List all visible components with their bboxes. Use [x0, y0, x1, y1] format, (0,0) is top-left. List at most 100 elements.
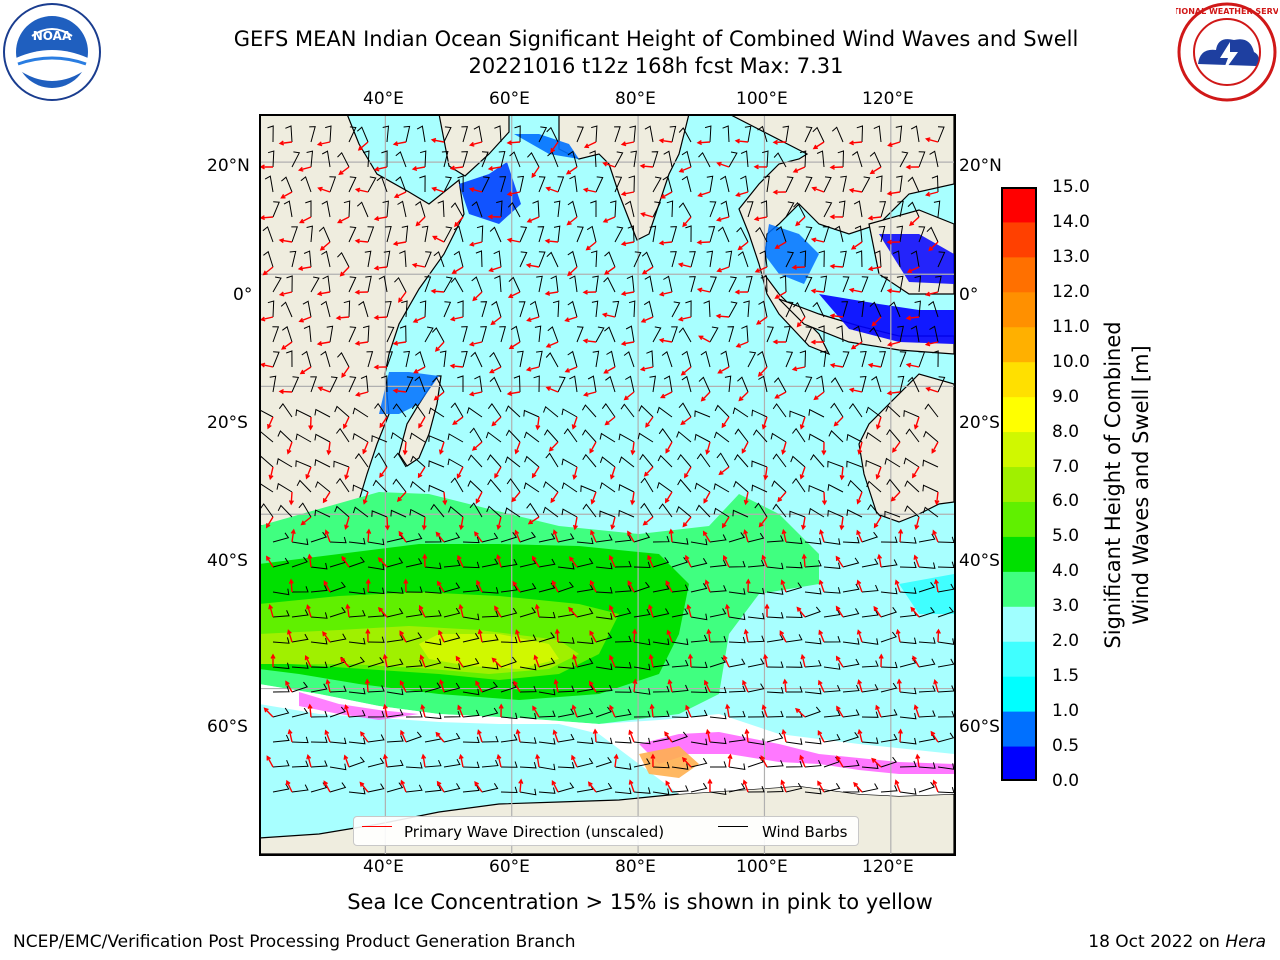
wave-direction-arrow	[800, 653, 806, 668]
wave-direction-arrow	[373, 315, 388, 321]
wave-direction-arrow	[853, 781, 863, 793]
wind-barb	[546, 126, 559, 143]
wave-direction-arrow	[354, 187, 369, 193]
wind-barb	[462, 688, 480, 696]
wave-direction-arrow	[677, 262, 692, 268]
wave-direction-arrow	[894, 579, 901, 593]
wind-barb	[450, 477, 464, 493]
wave-direction-arrow	[422, 553, 428, 568]
wind-barb	[567, 250, 578, 268]
wind-barb	[419, 300, 427, 318]
wind-barb	[424, 562, 442, 570]
wind-barb	[937, 786, 954, 794]
wave-direction-arrow	[745, 578, 751, 593]
wind-barb	[751, 409, 768, 418]
wind-barb	[576, 757, 594, 768]
wave-direction-arrow	[298, 316, 312, 323]
wave-direction-arrow	[856, 529, 863, 543]
wind-barb	[857, 300, 865, 318]
colorbar-segment	[1001, 501, 1037, 537]
wave-direction-arrow	[518, 778, 524, 793]
wave-direction-arrow	[454, 216, 464, 228]
wind-barb	[443, 607, 461, 618]
wind-barb	[348, 226, 357, 243]
wind-barb	[295, 409, 312, 418]
wave-direction-arrow	[829, 362, 844, 368]
wind-barb	[424, 638, 442, 646]
wind-barb	[709, 276, 717, 293]
wind-barb	[354, 453, 369, 468]
wave-direction-arrow	[323, 780, 331, 793]
wind-barb	[272, 637, 290, 644]
wind-barb	[424, 712, 442, 720]
wave-direction-arrow	[678, 166, 692, 173]
wind-barb	[671, 538, 689, 545]
wave-direction-arrow	[316, 141, 331, 147]
wind-barb	[772, 403, 787, 418]
wave-direction-arrow	[340, 657, 350, 668]
wind-barb	[690, 757, 708, 768]
wind-barb	[876, 175, 883, 193]
wind-barb	[804, 737, 822, 745]
wind-barb	[865, 406, 882, 418]
wind-barb	[677, 453, 692, 468]
wind-barb	[820, 275, 828, 293]
wind-barb	[393, 452, 407, 468]
wind-barb	[371, 510, 388, 518]
wind-barb	[766, 588, 784, 595]
wind-barb	[591, 300, 599, 318]
wave-direction-arrow	[718, 466, 730, 476]
wind-barb	[507, 202, 521, 218]
wave-direction-arrow	[552, 529, 559, 543]
wind-barb	[833, 225, 844, 243]
wind-barb	[405, 711, 423, 718]
wind-barb	[291, 633, 309, 643]
wind-barb	[523, 482, 540, 493]
wave-direction-arrow	[364, 678, 370, 693]
wind-barb	[538, 710, 556, 718]
wave-direction-arrow	[799, 416, 806, 430]
wind-barb	[793, 201, 806, 218]
wave-direction-arrow	[760, 755, 768, 768]
wave-direction-arrow	[377, 607, 388, 618]
wave-direction-arrow	[392, 240, 407, 246]
wave-direction-arrow	[285, 680, 293, 693]
wave-direction-arrow	[582, 187, 597, 193]
wave-direction-arrow	[703, 491, 711, 504]
wind-barb	[793, 302, 806, 318]
wave-direction-arrow	[278, 140, 293, 146]
wind-barb	[652, 685, 670, 693]
wave-direction-arrow	[744, 728, 750, 743]
wind-barb	[922, 459, 939, 468]
wind-barb	[886, 478, 901, 493]
wind-barb	[385, 225, 392, 243]
wave-direction-arrow	[761, 704, 768, 718]
wind-barb	[633, 608, 651, 618]
wave-direction-arrow	[829, 164, 844, 170]
colorbar-tick-label: 2.0	[1052, 631, 1080, 652]
wind-barb	[543, 429, 559, 443]
wind-barb	[732, 509, 749, 518]
wind-barb	[627, 225, 635, 243]
wind-barb	[709, 559, 727, 568]
colorbar-tick-label: 12.0	[1052, 281, 1090, 302]
wind-barb	[392, 403, 407, 418]
wave-direction-arrow	[280, 191, 293, 199]
wind-barb	[500, 558, 518, 568]
wind-barb	[728, 588, 746, 595]
wind-barb	[302, 300, 312, 318]
wave-direction-arrow	[810, 237, 825, 243]
wind-barb	[823, 733, 841, 743]
wave-direction-arrow	[781, 441, 787, 456]
wave-direction-arrow	[639, 366, 654, 372]
wind-barb	[880, 587, 898, 595]
wind-barb	[732, 407, 749, 418]
wave-direction-arrow	[582, 338, 597, 344]
wind-barb	[291, 784, 309, 793]
colorbar-tick-label: 5.0	[1052, 526, 1080, 547]
wind-barb	[267, 300, 275, 318]
wave-direction-arrow	[308, 416, 314, 431]
wave-direction-arrow	[905, 362, 920, 368]
wind-barb	[614, 661, 632, 669]
wind-barb	[386, 608, 404, 618]
